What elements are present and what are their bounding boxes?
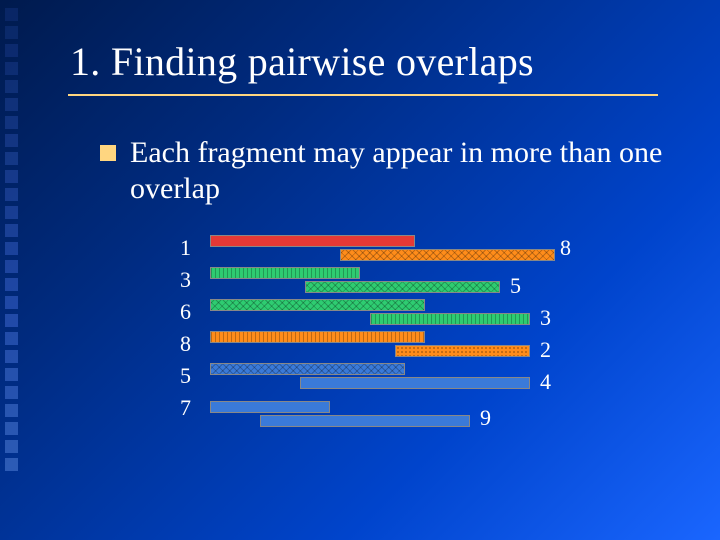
overlap-diagram: 183563825479	[200, 235, 580, 437]
fragment-bar	[210, 331, 425, 343]
pair-left-label: 3	[180, 267, 191, 293]
decor-square	[5, 332, 18, 345]
decor-square	[5, 350, 18, 363]
decor-square	[5, 368, 18, 381]
pair-left-label: 6	[180, 299, 191, 325]
decor-square	[5, 80, 18, 93]
pair-right-label: 3	[540, 305, 551, 331]
decor-square	[5, 26, 18, 39]
bullet-row: Each fragment may appear in more than on…	[100, 135, 670, 207]
decor-square	[5, 170, 18, 183]
overlap-pair: 63	[200, 299, 580, 329]
pair-left-label: 7	[180, 395, 191, 421]
fragment-bar	[210, 235, 415, 247]
decor-square	[5, 188, 18, 201]
overlap-pair: 79	[200, 395, 580, 435]
bullet-marker	[100, 145, 116, 161]
overlap-pair: 82	[200, 331, 580, 361]
decor-square	[5, 260, 18, 273]
decor-squares-column	[0, 0, 24, 476]
decor-square	[5, 98, 18, 111]
pair-right-label: 2	[540, 337, 551, 363]
decor-square	[5, 404, 18, 417]
decor-square	[5, 224, 18, 237]
decor-square	[5, 296, 18, 309]
decor-square	[5, 152, 18, 165]
overlap-pair: 18	[200, 235, 580, 265]
decor-square	[5, 440, 18, 453]
fragment-bar	[260, 415, 470, 427]
bullet-text: Each fragment may appear in more than on…	[130, 135, 670, 207]
decor-square	[5, 314, 18, 327]
pair-right-label: 5	[510, 273, 521, 299]
fragment-bar	[210, 299, 425, 311]
fragment-bar	[210, 363, 405, 375]
decor-square	[5, 134, 18, 147]
fragment-bar	[395, 345, 530, 357]
decor-square	[5, 422, 18, 435]
fragment-bar	[210, 267, 360, 279]
fragment-bar	[300, 377, 530, 389]
decor-square	[5, 62, 18, 75]
decor-square	[5, 44, 18, 57]
title-rule	[68, 94, 658, 96]
decor-square	[5, 8, 18, 21]
decor-square	[5, 278, 18, 291]
pair-left-label: 5	[180, 363, 191, 389]
decor-square	[5, 242, 18, 255]
decor-square	[5, 206, 18, 219]
overlap-pair: 54	[200, 363, 580, 393]
pair-right-label: 8	[560, 235, 571, 261]
overlap-pair: 35	[200, 267, 580, 297]
fragment-bar	[210, 401, 330, 413]
slide-title: 1. Finding pairwise overlaps	[70, 38, 534, 85]
decor-square	[5, 116, 18, 129]
pair-left-label: 8	[180, 331, 191, 357]
decor-square	[5, 458, 18, 471]
pair-right-label: 9	[480, 405, 491, 431]
fragment-bar	[370, 313, 530, 325]
fragment-bar	[340, 249, 555, 261]
pair-right-label: 4	[540, 369, 551, 395]
pair-left-label: 1	[180, 235, 191, 261]
fragment-bar	[305, 281, 500, 293]
decor-square	[5, 386, 18, 399]
